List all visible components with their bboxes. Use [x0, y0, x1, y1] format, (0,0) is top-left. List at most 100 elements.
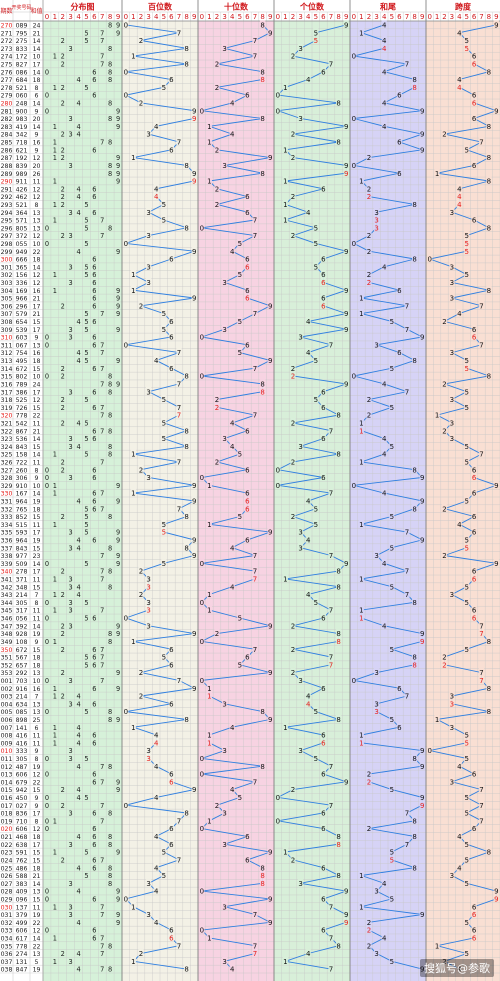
trend-digit: 4 [382, 37, 387, 45]
digit-backing [328, 340, 334, 349]
digit-backing [290, 855, 296, 864]
digit-backing [146, 878, 152, 887]
row-sum: 9 [35, 795, 39, 802]
digit-backing [358, 457, 364, 466]
trend-digit: 5 [390, 786, 394, 794]
row-sum: 12 [33, 280, 41, 287]
dist-digit: 8 [108, 810, 112, 818]
digit-backing [328, 902, 334, 911]
trend-digit: 1 [435, 170, 439, 178]
digit-backing [199, 886, 205, 895]
trend-digit: 6 [321, 895, 326, 903]
dist-digit: 2 [61, 622, 65, 630]
digit-backing [464, 582, 470, 591]
digit-backing [381, 433, 387, 442]
digit-backing [168, 316, 174, 325]
dist-digit: 0 [45, 92, 49, 100]
dist-digit: 6 [92, 537, 96, 545]
digit-backing [146, 621, 152, 630]
dist-digit: 3 [69, 388, 73, 396]
digit-backing [404, 566, 410, 575]
trend-digit: 6 [472, 513, 477, 521]
digit-backing [412, 863, 418, 872]
dist-digit: 3 [69, 810, 73, 818]
row-sum: 21 [33, 296, 41, 303]
digit-backing [191, 496, 197, 505]
row-period: 003 [1, 694, 13, 701]
dist-digit: 5 [84, 396, 88, 404]
row-period: 283 [1, 124, 13, 131]
digit-backing [478, 301, 485, 310]
row-period: 276 [1, 69, 13, 76]
row-period: 008 [1, 733, 13, 740]
dist-digit: 7 [100, 911, 104, 919]
digit-backing [222, 839, 228, 848]
digit-backing [176, 457, 182, 466]
row-sum: 11 [33, 616, 41, 623]
trend-digit: 5 [464, 357, 468, 365]
digit-backing [267, 355, 273, 364]
trend-digit: 9 [344, 248, 348, 256]
digit-backing [471, 472, 477, 481]
digit-backing [260, 878, 266, 887]
digit-header: 9 [420, 13, 424, 21]
row-period: 029 [1, 896, 13, 903]
trend-digit: 7 [405, 841, 409, 849]
trend-digit: 2 [291, 131, 295, 139]
digit-backing [146, 387, 152, 396]
dist-digit: 6 [92, 263, 96, 271]
trend-digit: 2 [367, 154, 371, 162]
row-sum: 21 [33, 311, 41, 318]
dist-digit: 9 [116, 778, 120, 786]
dist-digit: 3 [69, 131, 73, 139]
row-period: 284 [1, 132, 13, 139]
trend-digit: 9 [192, 552, 196, 560]
dist-digit: 1 [53, 53, 57, 61]
digit-backing [464, 839, 470, 848]
dist-digit: 3 [69, 474, 73, 482]
trend-digit: 4 [154, 739, 159, 747]
dist-digit: 4 [76, 419, 80, 427]
digit-backing [320, 683, 326, 692]
trend-digit: 4 [230, 419, 235, 427]
trend-digit: 4 [306, 318, 311, 326]
row-sum: 12 [33, 772, 41, 779]
digit-backing [168, 925, 174, 934]
row-sum: 11 [33, 179, 41, 186]
dist-digit: 7 [100, 427, 104, 435]
digit-backing [441, 550, 448, 559]
row-period: 028 [1, 889, 13, 896]
trend-digit: 4 [382, 451, 387, 459]
trend-digit: 2 [139, 37, 143, 45]
trend-digit: 5 [390, 849, 394, 857]
digit-backing [404, 324, 410, 333]
trend-digit: 8 [184, 61, 188, 69]
row-period: 348 [1, 631, 13, 638]
trend-digit: 9 [344, 170, 348, 178]
trend-digit: 4 [154, 732, 159, 740]
digit-backing [168, 933, 174, 942]
row-period: 300 [1, 257, 13, 264]
row-number: 214 [16, 592, 28, 599]
dist-digit: 8 [108, 139, 112, 147]
trend-digit: 3 [298, 677, 302, 685]
digit-backing [237, 316, 243, 325]
row-period: 035 [1, 943, 13, 950]
digit-backing [199, 332, 205, 341]
digit-backing [343, 20, 349, 29]
dist-digit: 2 [61, 302, 65, 310]
digit-backing [153, 917, 159, 926]
row-period: 274 [1, 54, 13, 61]
row-period: 007 [1, 725, 13, 732]
trend-digit: 5 [464, 950, 468, 958]
trend-digit: 2 [442, 318, 446, 326]
row-period: 339 [1, 561, 13, 568]
trend-digit: 6 [169, 646, 174, 654]
digit-backing [305, 496, 311, 505]
row-sum: 19 [33, 631, 41, 638]
row-sum: 15 [33, 787, 41, 794]
dist-digit: 6 [92, 404, 96, 412]
dist-digit: 1 [53, 154, 57, 162]
digit-backing [237, 270, 243, 279]
dist-digit: 4 [76, 833, 80, 841]
